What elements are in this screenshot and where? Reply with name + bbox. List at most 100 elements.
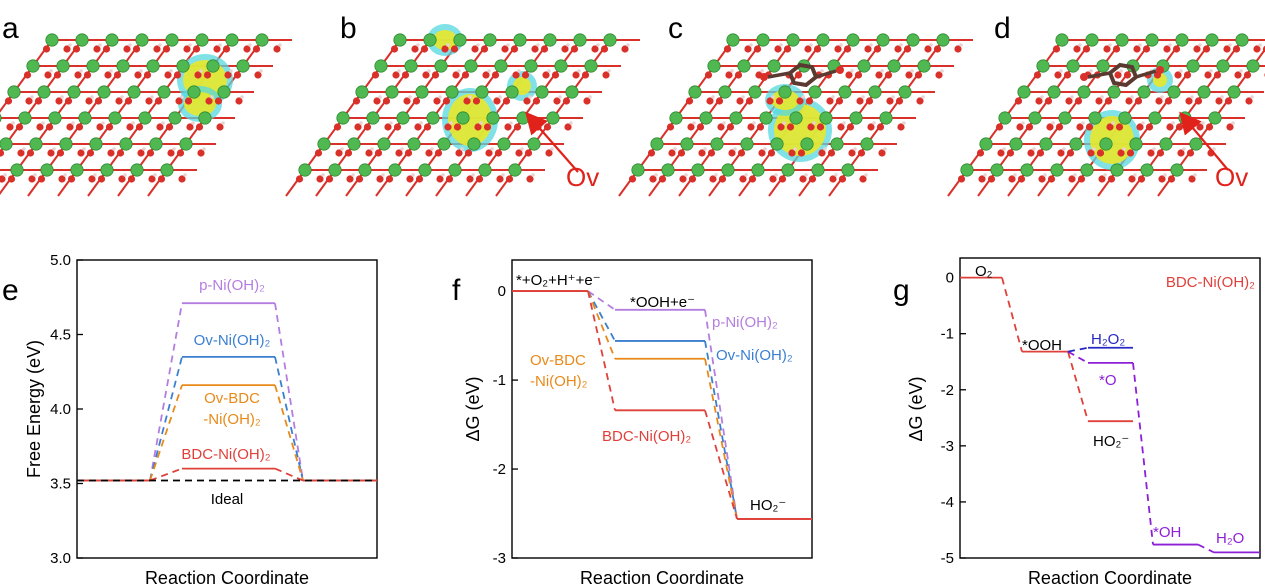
series-f — [512, 290, 812, 520]
nickel-atom — [846, 33, 860, 47]
structure-image-a — [0, 33, 292, 197]
hydrogen-atom — [558, 95, 562, 99]
label-e-bdc: BDC-Ni(OH)₂ — [181, 446, 270, 463]
oxygen-atom — [491, 71, 500, 79]
oxygen-atom — [748, 175, 757, 183]
oxygen-atom — [93, 45, 101, 53]
axes-g — [959, 257, 1261, 559]
oxygen-atom — [97, 175, 106, 183]
nickel-atom — [483, 33, 497, 47]
nickel-atom — [800, 137, 814, 151]
oxygen-atom — [72, 45, 81, 53]
nickel-atom — [1077, 85, 1091, 99]
oxygen-atom — [390, 45, 399, 53]
hydrogen-atom — [1040, 95, 1044, 99]
hydrogen-atom — [248, 43, 252, 47]
hydrogen-atom — [202, 147, 206, 151]
oxygen-atom — [838, 175, 847, 183]
oxygen-atom — [425, 149, 433, 157]
hydrogen-atom — [654, 173, 658, 177]
oxygen-atom — [1063, 71, 1072, 79]
oxygen-atom — [1136, 123, 1144, 131]
oxygen-atom — [1057, 149, 1065, 157]
nickel-atom — [721, 163, 735, 177]
nickel-atom — [1167, 85, 1181, 99]
nickel-atom — [1235, 33, 1249, 47]
plot-frame-e — [76, 259, 378, 559]
hydrogen-atom — [1138, 43, 1142, 47]
label-g-h2o2: H₂O₂ — [1091, 331, 1125, 348]
hydrogen-atom — [1002, 147, 1006, 151]
oxygen-atom — [58, 175, 66, 183]
oxygen-atom — [371, 71, 380, 79]
oxygen-atom — [935, 71, 943, 79]
nickel-atom — [808, 85, 822, 99]
oxygen-atom — [474, 123, 482, 131]
oxygen-atom — [1117, 149, 1125, 157]
hydrogen-atom — [517, 69, 521, 73]
oxygen-atom — [591, 45, 599, 53]
nickel-atom — [456, 111, 470, 125]
nickel-atom — [631, 163, 645, 177]
nickel-atom — [960, 163, 974, 177]
hydrogen-atom — [714, 173, 718, 177]
structure-atoms — [295, 33, 630, 183]
nickel-atom — [1246, 59, 1260, 73]
hydrogen-atom — [771, 95, 775, 99]
hydrogen-atom — [1220, 95, 1224, 99]
oxygen-atom — [453, 123, 462, 131]
oxygen-atom — [385, 175, 394, 183]
oxygen-atom — [505, 175, 514, 183]
oxygen-atom — [1194, 97, 1203, 105]
oxygen-atom — [532, 97, 541, 105]
xlabel-e: Reaction Coordinate — [145, 568, 309, 587]
hydrogen-atom — [1141, 121, 1145, 125]
nickel-atom — [979, 137, 993, 151]
oxygen-atom — [45, 123, 54, 131]
oxygen-atom — [445, 175, 454, 183]
nickel-atom — [407, 137, 421, 151]
oxygen-atom — [1226, 123, 1234, 131]
connector-line — [1067, 351, 1089, 422]
hydrogen-atom — [1209, 69, 1213, 73]
oxygen-atom — [472, 97, 481, 105]
oxygen-atom — [709, 175, 717, 183]
oxygen-atom — [837, 123, 845, 131]
hydrogen-atom — [1133, 173, 1137, 177]
nickel-atom — [377, 137, 391, 151]
hydrogen-atom — [550, 147, 554, 151]
oxygen-atom — [96, 123, 104, 131]
oxygen-atom — [411, 45, 419, 53]
nickel-atom — [849, 111, 863, 125]
hydrogen-atom — [120, 95, 124, 99]
nickel-atom — [688, 85, 702, 99]
hydrogen-atom — [779, 43, 783, 47]
nickel-atom — [917, 59, 931, 73]
hydrogen-atom — [1081, 121, 1085, 125]
oxygen-atom — [436, 175, 444, 183]
oxygen-atom — [1096, 149, 1105, 157]
oxygen-atom — [352, 97, 361, 105]
hydrogen-atom — [1258, 43, 1262, 47]
ytick-label: 3.0 — [50, 550, 71, 567]
oxygen-atom — [75, 123, 84, 131]
ov-label-d: Ov — [1215, 162, 1248, 192]
hydrogen-atom — [169, 69, 173, 73]
oxygen-atom — [783, 45, 792, 53]
oxygen-atom — [526, 175, 534, 183]
nickel-atom — [135, 33, 149, 47]
oxygen-atom — [216, 123, 224, 131]
nickel-atom — [157, 85, 171, 99]
hydrogen-atom — [199, 69, 203, 73]
nickel-atom — [127, 85, 141, 99]
hydrogen-atom — [940, 69, 944, 73]
oxygen-atom — [37, 175, 46, 183]
label-e-ideal: Ideal — [211, 491, 244, 508]
plot-frame-g — [959, 257, 1261, 559]
nickel-atom — [508, 163, 522, 177]
oxygen-atom — [688, 175, 697, 183]
oxygen-atom — [83, 71, 92, 79]
oxygen-atom — [876, 123, 885, 131]
oxygen-atom — [1054, 71, 1062, 79]
oxygen-atom — [808, 175, 817, 183]
